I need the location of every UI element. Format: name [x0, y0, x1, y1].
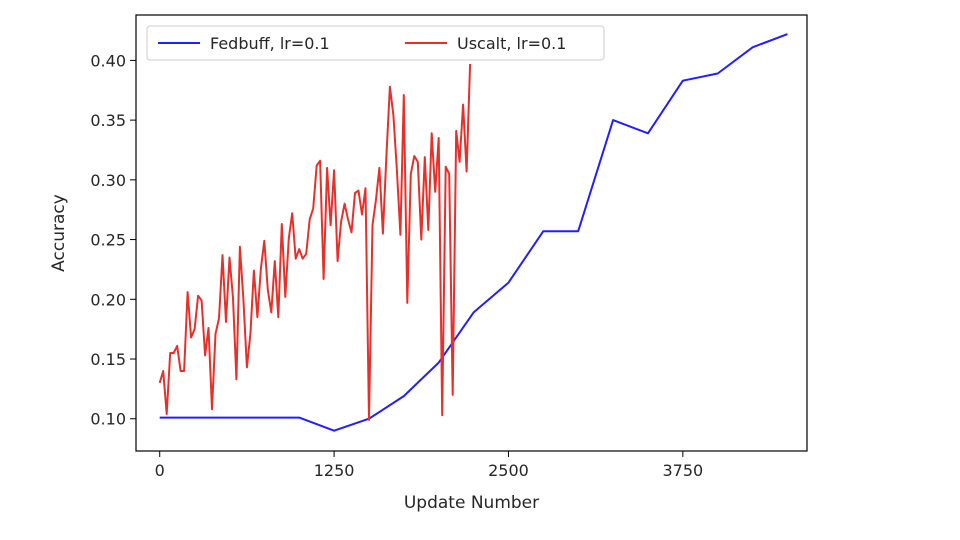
x-tick-label: 0 — [155, 461, 165, 480]
legend-label-fedbuff: Fedbuff, lr=0.1 — [210, 34, 330, 53]
plot-frame — [135, 14, 808, 452]
y-tick-label: 0.30 — [90, 171, 126, 190]
y-tick-label: 0.10 — [90, 410, 126, 429]
series-layer — [158, 33, 788, 432]
legend-label-uscalt: Uscalt, lr=0.1 — [457, 34, 566, 53]
x-axis-label: Update Number — [404, 493, 539, 513]
legend: Fedbuff, lr=0.1 Uscalt, lr=0.1 — [146, 25, 605, 61]
y-axis-label: Accuracy — [49, 194, 69, 272]
x-tick-label: 2500 — [488, 461, 529, 480]
axis-layer: 0 1250 2500 3750 0.10 0.15 0.20 0.25 0.30 0.35 0.4… — [90, 51, 703, 480]
y-tick-label: 0.20 — [90, 290, 126, 309]
y-tick-label: 0.25 — [90, 231, 126, 250]
y-tick-label: 0.35 — [90, 111, 126, 130]
x-tick-label: 1250 — [314, 461, 355, 480]
legend-box — [146, 25, 605, 61]
series-line-uscalt — [158, 63, 472, 421]
y-tick-label: 0.15 — [90, 350, 126, 369]
series-line-fedbuff — [159, 33, 788, 432]
y-tick-label: 0.40 — [90, 51, 126, 70]
x-tick-label: 3750 — [662, 461, 703, 480]
